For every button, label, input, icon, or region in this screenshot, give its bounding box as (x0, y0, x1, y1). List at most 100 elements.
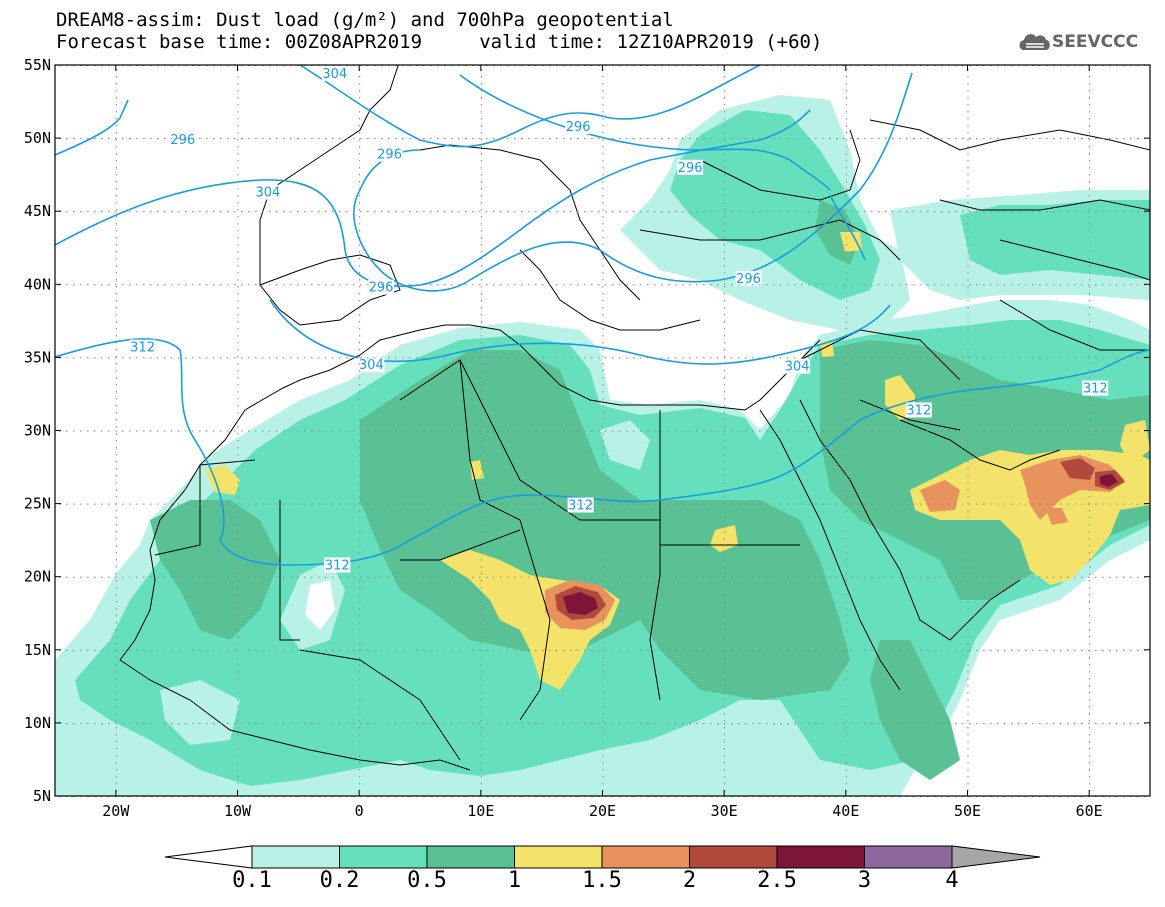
grid-dot (297, 284, 299, 286)
grid-dot (1089, 300, 1091, 302)
grid-dot (423, 357, 425, 359)
grid-dot (171, 503, 173, 505)
grid-dot (1060, 503, 1062, 505)
grid-dot (591, 138, 593, 140)
grid-dot (577, 576, 579, 578)
grid-dot (724, 356, 726, 358)
grid-dot (570, 576, 572, 578)
colorbar-swatch (864, 845, 953, 869)
grid-dot (941, 211, 943, 213)
grid-dot (845, 181, 847, 183)
grid-dot (845, 118, 847, 120)
grid-dot (480, 517, 482, 519)
grid-dot (724, 251, 726, 253)
contour-label: 304 (785, 360, 810, 375)
grid-dot (976, 576, 978, 578)
grid-dot (602, 125, 604, 127)
grid-dot (479, 357, 481, 359)
grid-dot (480, 230, 482, 232)
grid-dot (66, 430, 68, 432)
grid-dot (1089, 286, 1091, 288)
grid-dot (493, 503, 495, 505)
grid-dot (967, 559, 969, 561)
grid-dot (480, 769, 482, 771)
grid-dot (528, 357, 530, 359)
grid-dot (248, 503, 250, 505)
grid-dot (633, 430, 635, 432)
grid-dot (500, 430, 502, 432)
grid-dot (724, 664, 726, 666)
grid-dot (801, 138, 803, 140)
grid-dot (1137, 430, 1139, 432)
grid-dot (969, 138, 971, 140)
grid-dot (626, 357, 628, 359)
grid-dot (297, 357, 299, 359)
grid-dot (237, 335, 239, 337)
grid-dot (94, 649, 96, 651)
grid-dot (423, 284, 425, 286)
grid-dot (845, 412, 847, 414)
grid-dot (682, 576, 684, 578)
grid-dot (967, 398, 969, 400)
grid-dot (845, 559, 847, 561)
grid-dot (480, 258, 482, 260)
grid-dot (1130, 138, 1132, 140)
grid-dot (451, 722, 453, 724)
grid-dot (318, 503, 320, 505)
grid-dot (248, 430, 250, 432)
grid-dot (997, 576, 999, 578)
grid-dot (269, 576, 271, 578)
grid-dot (1089, 363, 1091, 365)
grid-dot (602, 594, 604, 596)
grid-dot (297, 722, 299, 724)
grid-dot (1089, 335, 1091, 337)
grid-dot (359, 426, 361, 428)
grid-dot (654, 722, 656, 724)
grid-dot (967, 153, 969, 155)
grid-dot (1018, 430, 1020, 432)
grid-dot (1018, 649, 1020, 651)
grid-dot (227, 430, 229, 432)
grid-dot (359, 671, 361, 673)
grid-dot (115, 580, 117, 582)
lon-tick-label: 60E (1076, 802, 1103, 820)
grid-dot (967, 769, 969, 771)
grid-dot (192, 722, 194, 724)
grid-dot (381, 138, 383, 140)
grid-dot (514, 284, 516, 286)
grid-dot (1074, 430, 1076, 432)
grid-dot (724, 482, 726, 484)
grid-dot (171, 138, 173, 140)
grid-dot (845, 615, 847, 617)
grid-dot (967, 111, 969, 113)
grid-dot (157, 503, 159, 505)
grid-dot (602, 195, 604, 197)
grid-dot (626, 430, 628, 432)
grid-dot (766, 649, 768, 651)
grid-dot (480, 573, 482, 575)
grid-dot (602, 370, 604, 372)
grid-dot (486, 649, 488, 651)
grid-dot (1067, 503, 1069, 505)
grid-dot (359, 167, 361, 169)
grid-dot (906, 576, 908, 578)
lat-tick-label: 15N (24, 641, 51, 659)
grid-dot (745, 722, 747, 724)
lat-tick-label: 10N (24, 714, 51, 732)
grid-dot (845, 237, 847, 239)
grid-dot (845, 762, 847, 764)
grid-dot (602, 188, 604, 190)
grid-dot (584, 138, 586, 140)
grid-dot (164, 722, 166, 724)
grid-dot (1018, 357, 1020, 359)
grid-dot (556, 284, 558, 286)
grid-dot (1089, 650, 1091, 652)
grid-dot (115, 657, 117, 659)
grid-dot (325, 722, 327, 724)
grid-dot (845, 608, 847, 610)
grid-dot (871, 430, 873, 432)
grid-dot (444, 211, 446, 213)
contour-label-bg (129, 339, 156, 355)
grid-dot (598, 211, 600, 213)
